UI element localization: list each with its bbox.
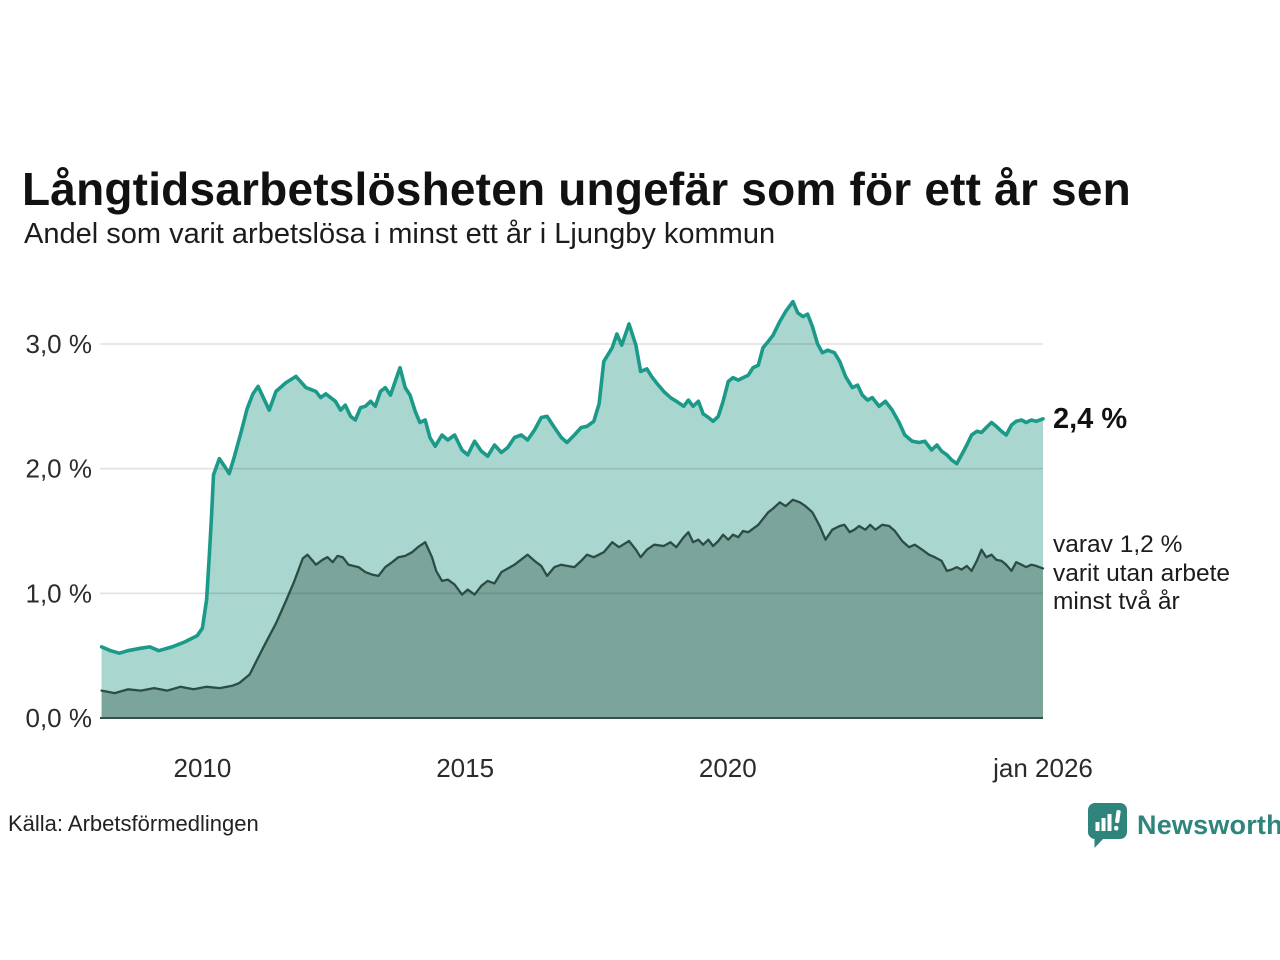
secondary-series-label-line1: varav 1,2 % [1053, 531, 1183, 558]
area-two-years [101, 499, 1044, 718]
speech-bubble-shape [1087, 802, 1127, 848]
newsworthy-logo: Newsworthy [1087, 802, 1280, 849]
line-total-one-year [99, 299, 1045, 655]
y-axis-label-2: 2,0 % [26, 454, 93, 484]
y-axis-label-0: 0,0 % [26, 703, 93, 733]
newsworthy-logo-text: Newsworthy [1137, 810, 1280, 840]
y-axis-label-1: 1,0 % [26, 578, 93, 608]
x-axis-label-2010: 2010 [174, 753, 232, 783]
x-axis-label-2020: 2020 [699, 753, 757, 783]
latest-value-label: 2,4 % [1053, 403, 1128, 435]
x-axis-label-2015: 2015 [436, 753, 494, 783]
bar-chart-glyph [1095, 810, 1121, 831]
secondary-series-label-line3: minst två år [1053, 588, 1180, 615]
newsworthy-logo-icon [1087, 802, 1127, 848]
line-two-years [100, 498, 1045, 695]
x-axis-label-jan-2026: jan 2026 [992, 753, 1093, 783]
chart-subtitle: Andel som varit arbetslösa i minst ett å… [24, 218, 776, 250]
secondary-series-label-line2: varit utan arbete [1053, 559, 1231, 587]
page-title: Långtidsarbetslösheten ungefär som för e… [22, 162, 1131, 215]
source-text: Källa: Arbetsförmedlingen [8, 811, 259, 836]
exclamation-glyph [1114, 810, 1121, 831]
secondary-series-label: varav 1,2 % varit utan arbete minst två … [1053, 531, 1230, 617]
y-axis-label-3: 3,0 % [26, 329, 93, 359]
